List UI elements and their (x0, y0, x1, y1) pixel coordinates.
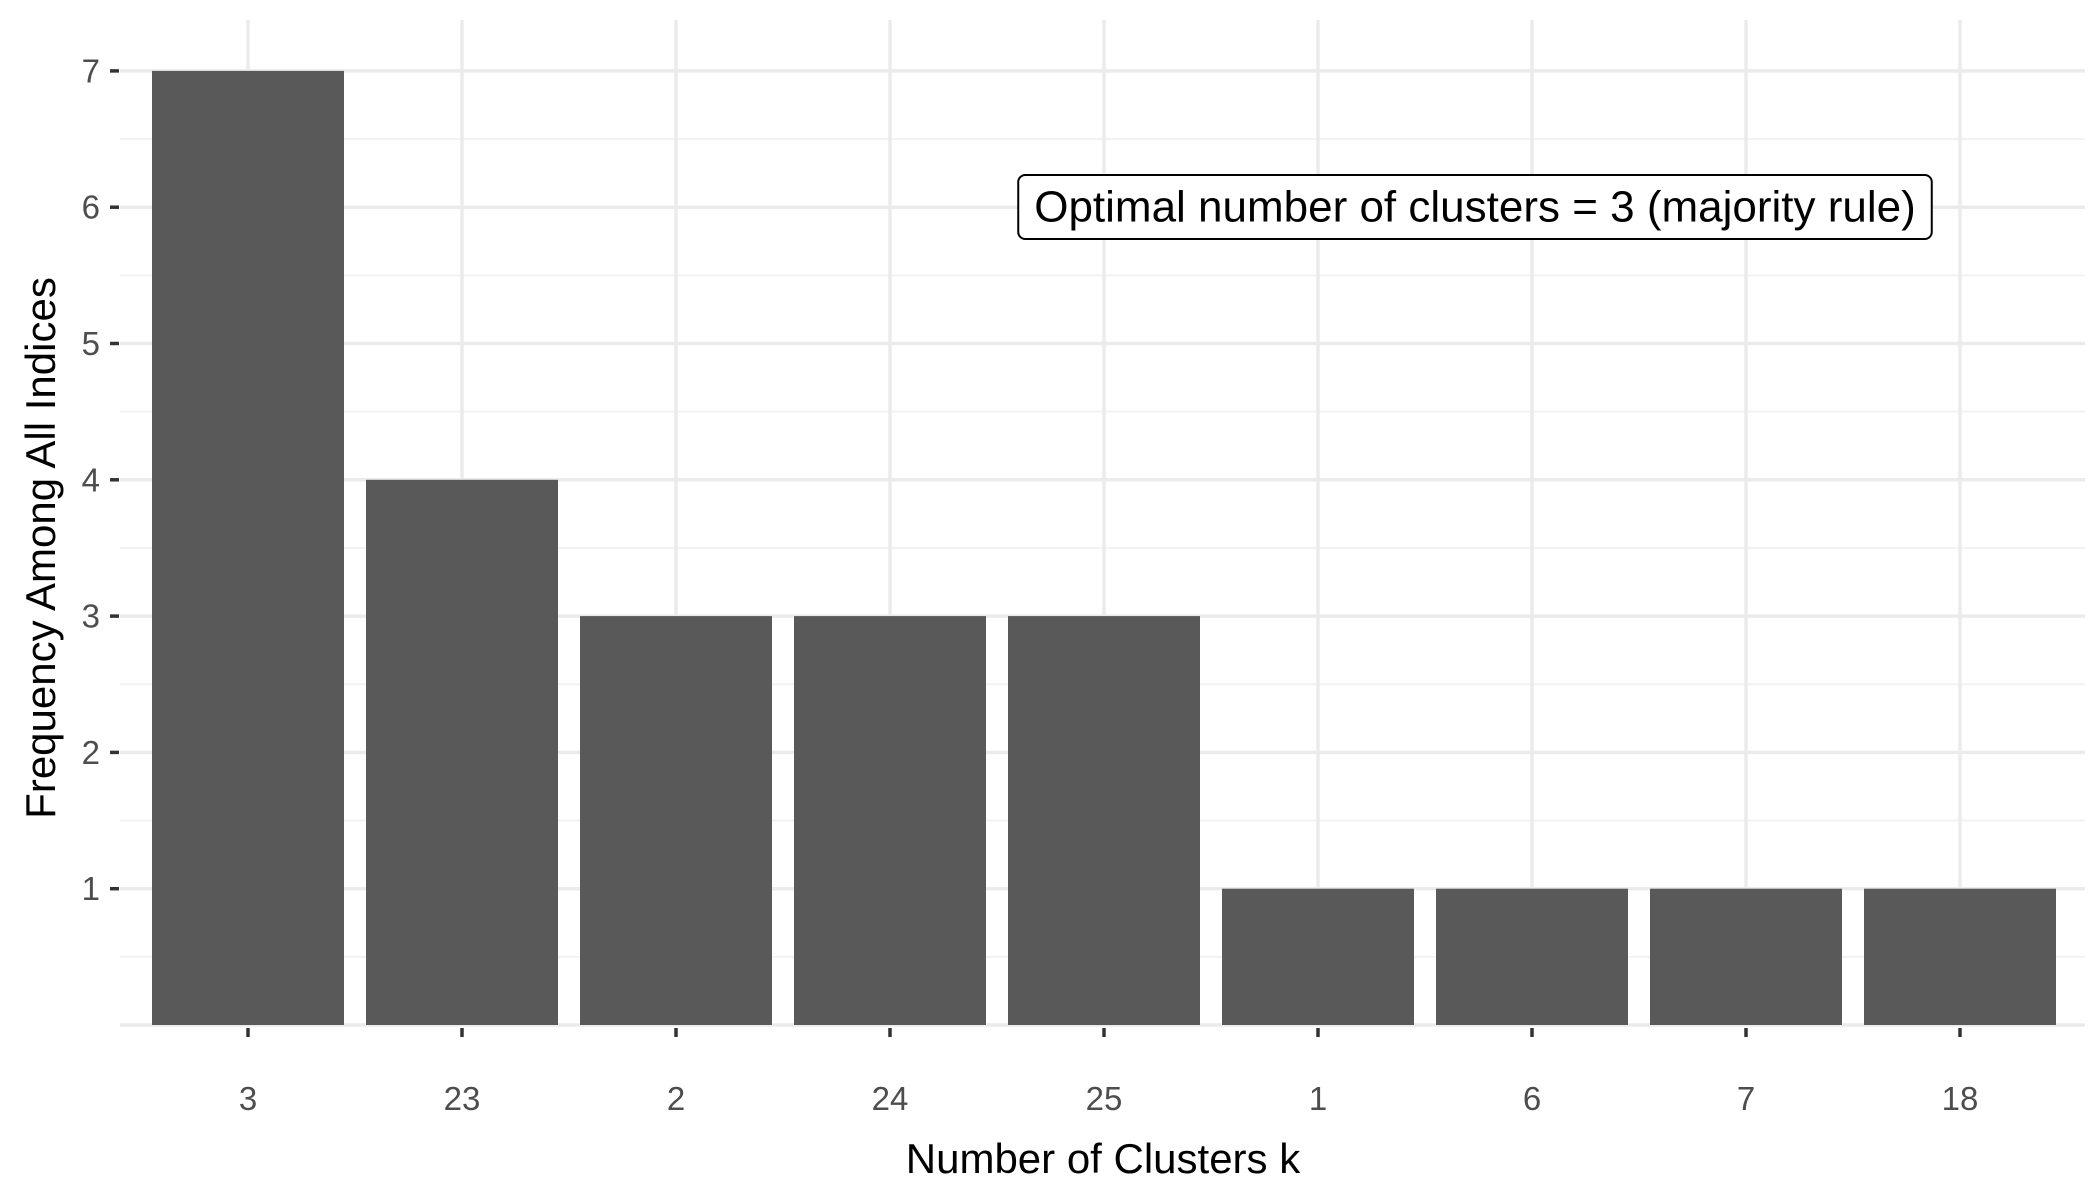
annotation-box: Optimal number of clusters = 3 (majority… (1017, 174, 1933, 240)
bar-24 (794, 616, 986, 1025)
bar-18 (1864, 888, 2056, 1025)
axis-ticks (110, 69, 1962, 1037)
x-tick-label: 3 (239, 1080, 257, 1117)
bar-1 (1222, 888, 1414, 1025)
x-tick-label: 23 (444, 1080, 481, 1117)
x-tick-label: 25 (1086, 1080, 1123, 1117)
bar-6 (1436, 888, 1628, 1025)
y-tick-label: 3 (82, 598, 100, 635)
bar-7 (1650, 888, 1842, 1025)
x-tick-labels: 3 23 2 24 25 1 6 7 18 (239, 1080, 1979, 1117)
y-tick-label: 6 (82, 189, 100, 226)
y-tick-label: 2 (82, 734, 100, 771)
annotation-label: Optimal number of clusters = 3 (majority… (1034, 183, 1916, 232)
x-tick-label: 18 (1942, 1080, 1979, 1117)
x-tick-label: 7 (1737, 1080, 1755, 1117)
y-tick-label: 1 (82, 870, 100, 907)
y-axis-title: Frequency Among All Indices (17, 277, 64, 819)
y-tick-labels: 1 2 3 4 5 6 7 (82, 52, 100, 907)
annotation-border (1017, 174, 1933, 240)
y-tick-label: 5 (82, 325, 100, 362)
bar-23 (366, 479, 558, 1025)
bar-3 (152, 70, 344, 1025)
y-tick-label: 7 (82, 52, 100, 89)
x-tick-label: 6 (1523, 1080, 1541, 1117)
bar-25 (1008, 616, 1200, 1025)
y-tick-label: 4 (82, 461, 100, 498)
x-tick-label: 24 (872, 1080, 909, 1117)
x-tick-label: 2 (667, 1080, 685, 1117)
bar-2 (580, 616, 772, 1025)
x-axis-title: Number of Clusters k (906, 1135, 1301, 1182)
bars (152, 70, 2056, 1025)
x-tick-label: 1 (1309, 1080, 1327, 1117)
